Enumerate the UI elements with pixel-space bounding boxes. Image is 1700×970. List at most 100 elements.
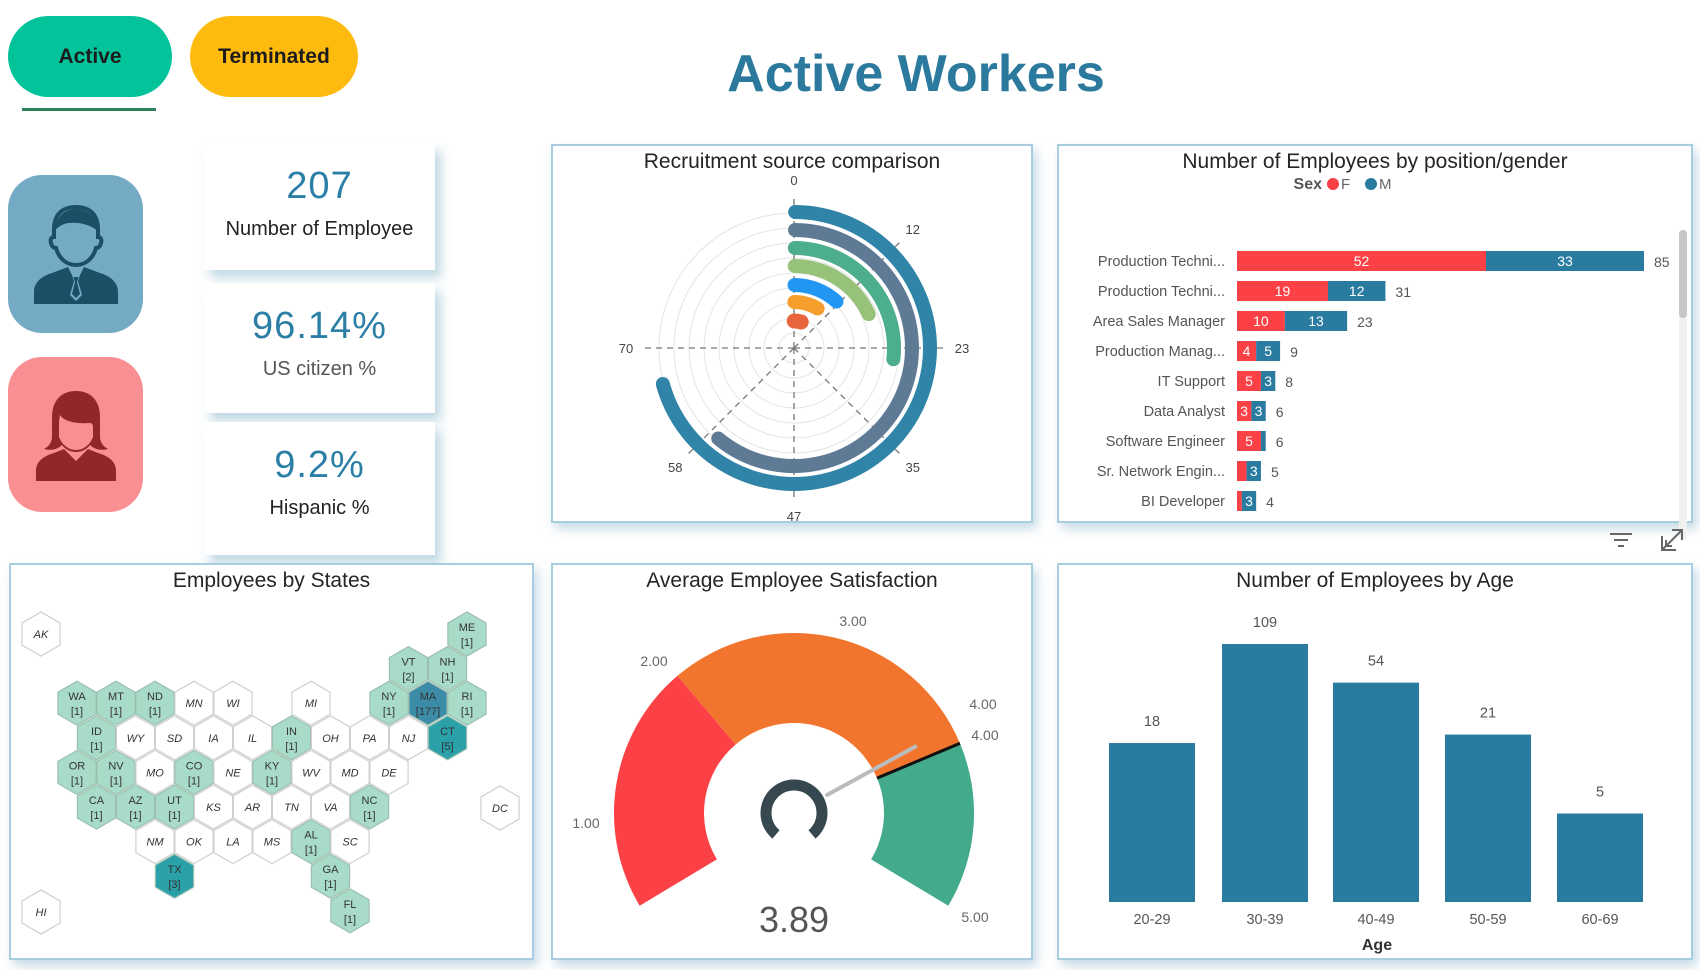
gauge-band [677,633,960,779]
bar-data-label: 5 [1245,373,1253,389]
filter-icon[interactable] [1606,526,1636,554]
states-hex-map: AK HI DC ME [1] VT [2] NH [1] WA [1] MT [1] ND [1] MN WI… [21,611,520,935]
gauge-tick-label: 1.00 [572,815,599,831]
bar-segment-m [1256,341,1281,361]
category-label: Production Techni... [1098,254,1225,270]
bar-data-label: 10 [1253,313,1269,329]
state-label: DC [492,803,508,815]
gauge-tick-label: 2.00 [640,653,667,669]
state-label: IA [208,733,218,745]
gauge-band [613,675,736,906]
axis-spoke [687,347,795,455]
state-hex-ca [76,784,117,830]
gauge-tick-label: 4.00 [971,727,998,743]
state-hex-ma [408,680,448,726]
state-label: MS [264,837,281,849]
radial-bar [711,223,919,473]
state-count: [1] [461,706,473,718]
tab-terminated[interactable]: Terminated [190,16,358,97]
state-hex-hi [21,889,61,935]
state-label: UT [167,795,182,807]
state-count: [177] [416,706,440,718]
state-count: [2] [402,672,414,684]
panel-title: Employees by States [172,569,371,592]
state-label: CO [186,760,203,772]
satisfaction-gauge: 1.00 2.00 3.00 4.00 4.00 5.00 3.89 [572,613,998,940]
axis-tick-label: 70 [619,341,633,356]
state-label: VA [323,802,337,814]
state-label: FL [344,899,357,911]
state-hex-tx [154,853,195,899]
state-hex-ny [369,680,409,726]
bar-total-label: 5 [1271,464,1279,480]
state-hex-ar [232,784,273,830]
gauge-hub [760,779,828,839]
state-hex-ia [193,715,234,761]
state-label: AR [244,802,260,814]
state-label: NM [146,837,164,849]
state-label: VT [401,657,415,669]
bar-segment-f [1237,491,1242,511]
scrollbar-track[interactable] [1679,230,1687,540]
state-count: [1] [383,706,395,718]
tab-active[interactable]: Active [8,16,172,97]
state-label: HI [36,907,47,919]
category-label: Area Sales Manager [1093,314,1225,330]
kpi-card-hispanic: 9.2% Hispanic % [204,422,435,555]
category-label: IT Support [1158,374,1225,390]
state-label: AK [33,629,49,641]
state-hex-ks [193,784,234,830]
gauge-target-marker [876,741,961,780]
state-hex-pa [349,715,390,761]
state-label: MI [305,698,317,710]
state-hex-mt [96,680,136,726]
state-label: WA [68,691,86,703]
male-employee-icon [8,175,143,333]
radial-bar [787,241,901,367]
panel-title: Number of Employees by position/gender [1182,150,1568,173]
bar-segment-f [1237,401,1252,421]
gauge-band [871,743,974,906]
state-label: IL [248,733,257,745]
state-label: WI [226,698,239,710]
bar-data-label: 21 [1480,706,1496,722]
bar-total-label: 6 [1276,434,1284,450]
axis-tick-label: 0 [790,173,797,188]
bar-segment-m [1260,431,1266,451]
state-hex-nc [349,784,390,830]
bar-segment-f [1237,461,1247,481]
state-hex-nd [135,680,175,726]
bar-total-label: 85 [1654,254,1670,270]
axis-tick-label: 12 [906,222,920,237]
bar-total-label: 6 [1276,404,1284,420]
state-label: NV [108,760,124,772]
state-label: WV [302,767,321,779]
state-label: ND [147,691,163,703]
scrollbar-thumb[interactable] [1679,230,1687,318]
state-hex-nm [135,818,175,865]
bar-segment-m [1241,491,1257,511]
bar-total-label: 4 [1266,494,1274,510]
bar-total-label: 9 [1290,344,1298,360]
state-hex-nj [388,715,429,761]
radial-bar [787,278,844,309]
position-gender-panel: Number of Employees by position/gender S… [1057,144,1693,540]
bar-data-label: 18 [1144,714,1160,730]
focus-mode-icon[interactable] [1658,526,1688,554]
state-label: PA [363,733,377,745]
radial-bar [655,205,937,491]
state-hex-ct [427,715,468,761]
bar-data-label: 12 [1349,283,1365,299]
state-label: SC [342,837,357,849]
age-bar [1333,682,1419,902]
state-hex-ms [252,818,292,865]
bar-data-label: 5 [1245,433,1253,449]
gauge-tick-label: 4.00 [969,696,996,712]
category-label: Software Engineer [1106,434,1225,450]
gauge-value: 3.89 [759,899,829,940]
active-tab-indicator [22,108,156,111]
bar-segment-m [1260,371,1276,391]
state-label: KS [206,802,221,814]
axis-tick-label: 58 [668,460,682,475]
